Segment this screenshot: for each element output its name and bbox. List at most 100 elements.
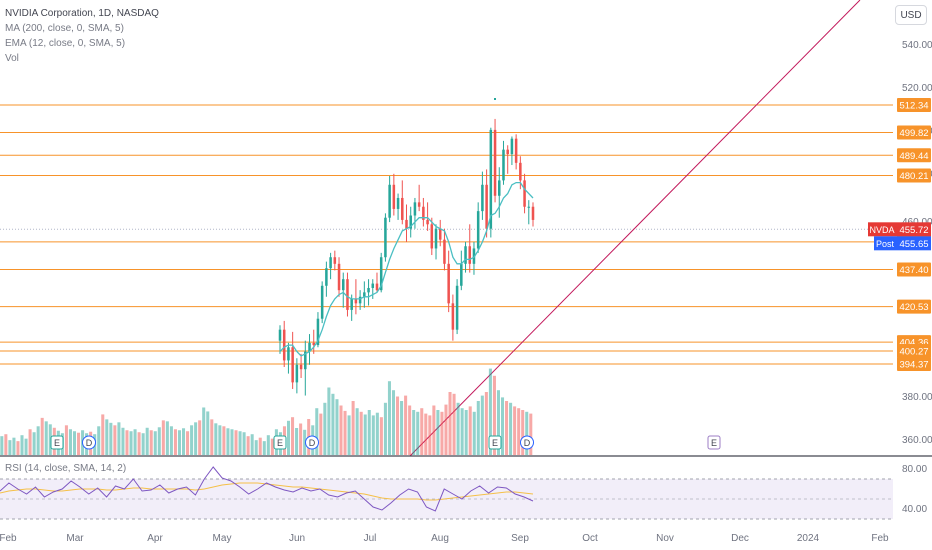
candle-body [413, 202, 417, 216]
candle-body [371, 283, 375, 288]
volume-bar [234, 430, 238, 455]
marker-label: E [711, 438, 717, 448]
ema-legend[interactable]: EMA (12, close, 0, SMA, 5) [5, 38, 126, 49]
volume-bar [412, 410, 416, 455]
candle-body [291, 347, 294, 383]
symbol-title[interactable]: NVIDIA Corporation, 1D, NASDAQ [5, 8, 159, 19]
volume-bar [448, 392, 452, 455]
volume-bar [157, 427, 161, 455]
volume-bar [222, 426, 226, 455]
rsi-ma-line [0, 482, 534, 501]
volume-bar [428, 415, 432, 455]
vol-legend[interactable]: Vol [5, 53, 19, 64]
volume-bar [190, 425, 194, 455]
level-tag-label: 489.44 [899, 151, 928, 162]
volume-bar [323, 402, 327, 455]
volume-bar [145, 427, 149, 455]
volume-bar [452, 393, 456, 455]
x-tick: Feb [0, 533, 17, 544]
volume-bar [20, 435, 24, 455]
volume-bar [137, 432, 141, 455]
volume-bar [226, 428, 230, 455]
candle-body [493, 129, 497, 196]
volume-bar [36, 426, 40, 455]
volume-bar [270, 438, 274, 455]
volume-bar [396, 396, 400, 455]
candle-body [396, 197, 400, 209]
candle-body [485, 184, 488, 229]
y-tick: 380.00 [902, 392, 932, 403]
volume-bar [400, 401, 404, 455]
x-tick: Apr [147, 533, 163, 544]
candle-body [468, 246, 472, 264]
dividend-marker [305, 435, 319, 450]
marker-label: E [54, 438, 60, 448]
rsi-legend[interactable]: RSI (14, close, SMA, 14, 2) [5, 463, 127, 474]
volume-bar [476, 401, 480, 455]
candle-body [333, 257, 337, 264]
volume-bar [153, 431, 157, 455]
candle-body [375, 283, 379, 291]
volume-bar [177, 430, 182, 455]
volume-bar [351, 401, 355, 455]
candle-body [514, 138, 518, 163]
x-tick: Sep [511, 533, 529, 544]
volume-bar [254, 440, 258, 455]
time-axis[interactable]: Feb Mar Apr May Jun Jul Aug Sep Oct Nov Dec 2024 Feb [0, 533, 889, 544]
candle-body [312, 342, 315, 346]
candle-body [438, 228, 442, 240]
level-tag [897, 357, 931, 371]
volume-bar [141, 433, 145, 455]
volume-bar [460, 408, 464, 455]
volume-bar [295, 428, 299, 455]
level-tag-label: 512.34 [899, 101, 928, 112]
level-tag-label: 400.27 [899, 347, 928, 358]
volume-bar [149, 430, 153, 455]
volume-bar [105, 419, 109, 455]
volume-bar [303, 429, 307, 455]
volume-bar [505, 401, 509, 455]
volume-bar [214, 423, 218, 455]
level-tag [897, 344, 931, 359]
candle-body [430, 224, 434, 249]
volume-bar [496, 390, 500, 455]
ma-legend[interactable]: MA (200, close, 0, SMA, 5) [5, 23, 124, 34]
candle-body [384, 217, 387, 258]
candle-body [354, 298, 358, 304]
earnings-marker [488, 435, 502, 450]
trendline[interactable] [409, 0, 861, 457]
candle-body [299, 364, 303, 370]
candle-body [304, 351, 307, 370]
currency-button[interactable]: USD [895, 5, 927, 25]
horizontal-levels[interactable] [0, 104, 893, 365]
y-tick: 540.00 [902, 40, 932, 51]
volume-bar [206, 411, 210, 455]
x-tick: Aug [431, 533, 449, 544]
volume-bar [319, 413, 323, 455]
candle-body [498, 180, 501, 196]
candle-body [443, 239, 446, 264]
candle-body [287, 347, 290, 361]
candle-body [316, 318, 320, 346]
candle-body [282, 329, 286, 361]
volume-bar [343, 410, 347, 455]
volume-bar [436, 410, 440, 455]
candle-body [434, 228, 438, 249]
volume-bar [48, 424, 52, 455]
candle-body [401, 197, 404, 220]
level-tag [897, 262, 931, 277]
volume-bar [432, 405, 436, 455]
candle-body [388, 184, 391, 218]
level-tag-label: 437.40 [899, 265, 928, 276]
candle-body [329, 257, 332, 269]
volume-bar [440, 411, 444, 455]
candle-body [358, 296, 362, 304]
post-price-tag [897, 236, 931, 251]
candle-body [460, 263, 463, 286]
earnings-marker [707, 435, 721, 450]
marker-label: D [309, 438, 316, 448]
volume-bar [331, 393, 335, 455]
